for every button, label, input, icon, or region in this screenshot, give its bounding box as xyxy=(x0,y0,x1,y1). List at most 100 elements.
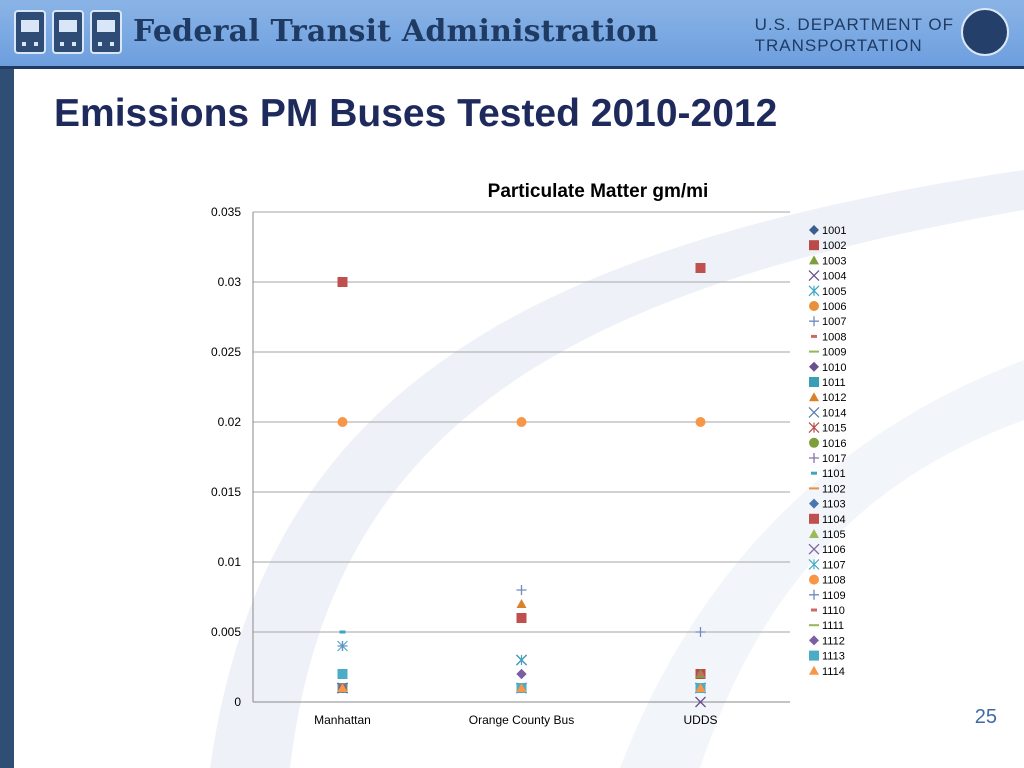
data-point-1108 xyxy=(516,417,527,427)
legend-marker-1106 xyxy=(808,543,820,555)
passengers-icon xyxy=(90,10,122,54)
x-tick-label: Manhattan xyxy=(314,713,371,727)
legend-label: 1107 xyxy=(822,559,846,571)
legend-marker-1008 xyxy=(811,334,817,338)
x-tick-label: Orange County Bus xyxy=(469,713,574,727)
legend-marker-1114 xyxy=(809,665,819,675)
legend-marker-1112 xyxy=(809,635,819,646)
legend-marker-1109 xyxy=(809,589,819,600)
legend-marker-1007 xyxy=(809,316,819,327)
legend-label: 1014 xyxy=(822,407,846,419)
legend-label: 1015 xyxy=(822,423,846,435)
legend-marker-1105 xyxy=(809,529,819,538)
data-point-1005 xyxy=(516,654,527,666)
department-name: U.S. DEPARTMENT OF TRANSPORTATION xyxy=(755,14,954,56)
legend-label: 1111 xyxy=(822,620,844,632)
data-point-1104 xyxy=(337,277,348,287)
data-point-1004 xyxy=(695,696,706,708)
legend-label: 1114 xyxy=(822,666,845,678)
legend-marker-1010 xyxy=(809,361,819,372)
legend-label: 1010 xyxy=(822,362,846,374)
slide-header: Federal Transit Administration U.S. DEPA… xyxy=(0,0,1024,69)
legend-marker-1014 xyxy=(808,406,820,418)
legend-label: 1101 xyxy=(822,468,846,480)
dot-seal-icon xyxy=(961,8,1009,56)
legend-marker-1003 xyxy=(809,255,819,265)
data-point-1109 xyxy=(337,641,348,651)
legend-marker-1110 xyxy=(811,608,817,612)
legend-label: 1103 xyxy=(822,499,846,511)
y-tick-label: 0.025 xyxy=(211,345,241,359)
fta-logo xyxy=(14,10,122,54)
data-point-1113 xyxy=(337,669,348,679)
legend-marker-1004 xyxy=(808,270,820,282)
data-point-1112 xyxy=(516,669,527,679)
legend-marker-1016 xyxy=(809,437,819,448)
legend-marker-1002 xyxy=(809,240,819,251)
train-icon xyxy=(52,10,84,54)
legend-label: 1108 xyxy=(822,575,846,587)
legend-label: 1106 xyxy=(822,544,846,556)
legend-label: 1113 xyxy=(822,651,845,663)
agency-name: Federal Transit Administration xyxy=(133,14,659,49)
page-number: 25 xyxy=(974,706,997,728)
legend-label: 1008 xyxy=(822,331,846,343)
y-tick-label: 0.01 xyxy=(218,555,242,569)
y-tick-label: 0.005 xyxy=(211,625,241,639)
legend-label: 1104 xyxy=(822,514,846,526)
chart-title: Particulate Matter gm/mi xyxy=(488,181,709,202)
legend-marker-1102 xyxy=(809,487,819,490)
data-point-1109 xyxy=(695,627,706,637)
legend-label: 1001 xyxy=(822,225,846,237)
legend-label: 1110 xyxy=(822,605,845,617)
legend-marker-1012 xyxy=(809,392,819,402)
legend-marker-1104 xyxy=(809,513,819,524)
y-tick-label: 0.03 xyxy=(218,275,242,289)
y-tick-label: 0.035 xyxy=(211,205,241,219)
data-point-1110 xyxy=(697,672,704,676)
y-tick-label: 0.015 xyxy=(211,485,241,499)
data-point-1108 xyxy=(695,417,706,427)
y-tick-label: 0 xyxy=(234,695,241,709)
bus-icon xyxy=(14,10,46,54)
legend-label: 1007 xyxy=(822,316,846,328)
legend-label: 1016 xyxy=(822,438,846,450)
data-point-1101 xyxy=(339,630,346,634)
legend-label: 1009 xyxy=(822,347,846,359)
data-point-1012 xyxy=(516,599,527,608)
data-point-1108 xyxy=(337,417,348,427)
legend-marker-1005 xyxy=(808,285,820,297)
legend-label: 1012 xyxy=(822,392,846,404)
legend-marker-1103 xyxy=(809,498,819,509)
legend-marker-1001 xyxy=(809,225,819,235)
legend-label: 1004 xyxy=(822,271,846,283)
legend-marker-1017 xyxy=(809,453,819,463)
data-point-1114 xyxy=(337,683,348,692)
x-tick-label: UDDS xyxy=(683,713,717,727)
y-tick-label: 0.02 xyxy=(218,415,242,429)
legend-marker-1113 xyxy=(809,650,819,661)
data-point-1114 xyxy=(695,683,706,692)
left-accent-band xyxy=(0,69,14,768)
department-line-1: U.S. DEPARTMENT OF xyxy=(754,15,954,34)
department-line-2: TRANSPORTATION xyxy=(754,36,923,55)
legend-label: 1003 xyxy=(822,255,846,267)
legend-label: 1017 xyxy=(822,453,846,465)
legend-label: 1105 xyxy=(822,529,846,541)
legend-marker-1108 xyxy=(809,574,819,585)
legend-marker-1101 xyxy=(811,471,817,475)
data-point-1114 xyxy=(516,683,527,692)
legend-label: 1005 xyxy=(822,286,846,298)
legend-label: 1102 xyxy=(822,483,846,495)
legend-marker-1006 xyxy=(809,301,819,311)
slide-title: Emissions PM Buses Tested 2010-2012 xyxy=(54,92,778,135)
legend-label: 1006 xyxy=(822,301,846,313)
legend-marker-1015 xyxy=(808,422,820,434)
legend-label: 1109 xyxy=(822,590,846,602)
legend-marker-1111 xyxy=(809,624,819,627)
legend-marker-1107 xyxy=(808,558,820,570)
data-point-1104 xyxy=(695,263,706,273)
legend-label: 1011 xyxy=(822,377,846,389)
